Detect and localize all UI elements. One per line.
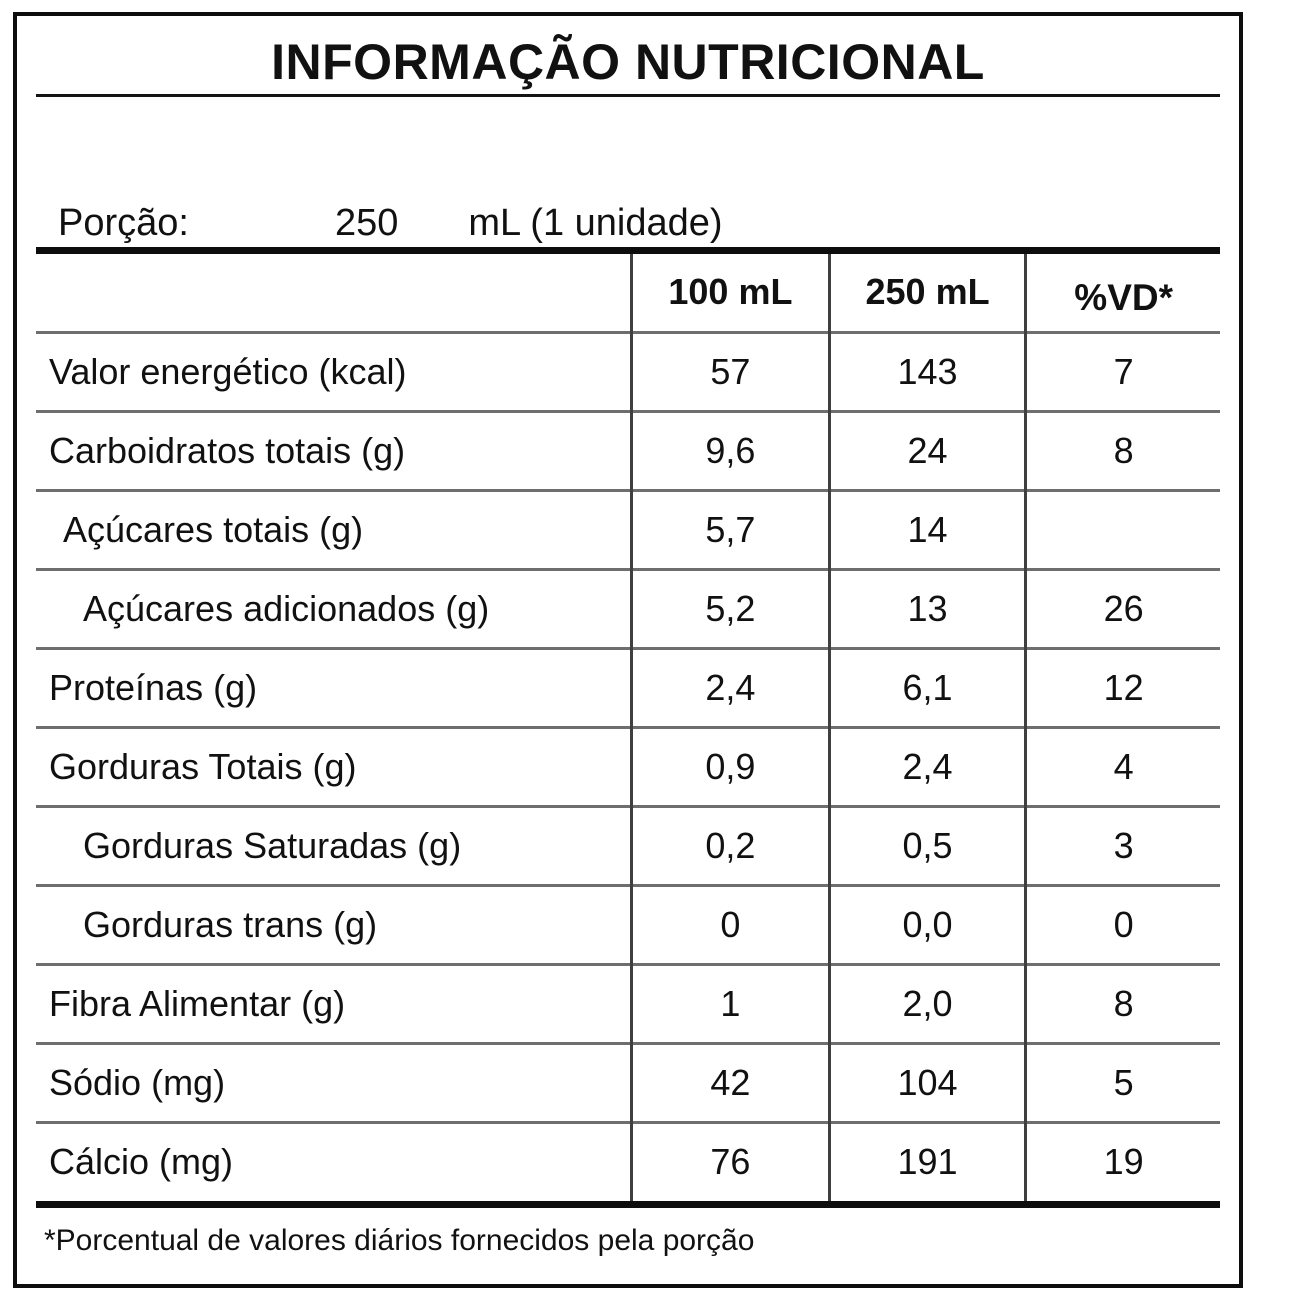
table-row: Proteínas (g) 2,4 6,1 12 bbox=[36, 646, 1220, 727]
value-vd-cell: 7 bbox=[1024, 330, 1220, 411]
nutrient-name-cell: Proteínas (g) bbox=[36, 646, 632, 727]
value-100ml-cell: 42 bbox=[630, 1041, 830, 1122]
value-100ml-cell: 0,2 bbox=[630, 804, 830, 885]
serving-amount: 250 bbox=[334, 201, 399, 244]
table-row: Gorduras trans (g) 0 0,0 0 bbox=[36, 883, 1220, 964]
value-250ml-cell: 14 bbox=[827, 488, 1026, 569]
nutrient-name-cell: Fibra Alimentar (g) bbox=[36, 962, 632, 1043]
value-250ml-cell: 0,5 bbox=[827, 804, 1026, 885]
table-row: Açúcares adicionados (g) 5,2 13 26 bbox=[36, 567, 1220, 648]
value-100ml-cell: 2,4 bbox=[630, 646, 830, 727]
nutrient-name: Fibra Alimentar (g) bbox=[49, 982, 346, 1024]
nutrient-name: Gorduras trans (g) bbox=[83, 903, 378, 945]
nutrient-name-cell: Gorduras Totais (g) bbox=[36, 725, 632, 806]
value-250ml-cell: 2,4 bbox=[827, 725, 1026, 806]
label-title: INFORMAÇÃO NUTRICIONAL bbox=[271, 34, 985, 90]
nutrient-name-cell: Sódio (mg) bbox=[36, 1041, 632, 1122]
nutrient-name-cell: Valor energético (kcal) bbox=[36, 330, 632, 411]
value-250ml-cell: 143 bbox=[827, 330, 1026, 411]
value-vd-cell bbox=[1024, 488, 1220, 569]
nutrient-name-cell: Açúcares adicionados (g) bbox=[36, 567, 632, 648]
value-100ml-cell: 0 bbox=[630, 883, 830, 964]
header-100ml: 100 mL bbox=[630, 254, 830, 332]
nutrient-name: Carboidratos totais (g) bbox=[49, 429, 406, 471]
value-100ml-cell: 76 bbox=[630, 1120, 830, 1201]
footnote: *Porcentual de valores diários fornecido… bbox=[44, 1224, 755, 1257]
value-vd-cell: 3 bbox=[1024, 804, 1220, 885]
nutrient-name: Açúcares adicionados (g) bbox=[83, 587, 490, 629]
value-100ml-cell: 0,9 bbox=[630, 725, 830, 806]
serving-row: Porção: 250 mL (1 unidade) bbox=[36, 199, 1220, 247]
nutrient-name-cell: Gorduras trans (g) bbox=[36, 883, 632, 964]
value-250ml-cell: 13 bbox=[827, 567, 1026, 648]
header-vd: %VD* bbox=[1024, 254, 1220, 332]
table-body: 100 mL 250 mL %VD* Valor energético (kca… bbox=[36, 254, 1220, 1201]
value-250ml-cell: 6,1 bbox=[827, 646, 1026, 727]
value-250ml-cell: 104 bbox=[827, 1041, 1026, 1122]
serving-label: Porção: bbox=[58, 201, 189, 244]
value-vd-cell: 26 bbox=[1024, 567, 1220, 648]
nutrient-name: Gorduras Totais (g) bbox=[49, 745, 357, 787]
nutrient-name-cell: Gorduras Saturadas (g) bbox=[36, 804, 632, 885]
value-250ml-cell: 2,0 bbox=[827, 962, 1026, 1043]
table-row: Cálcio (mg) 76 191 19 bbox=[36, 1120, 1220, 1201]
value-vd-cell: 5 bbox=[1024, 1041, 1220, 1122]
table-row: Gorduras Totais (g) 0,9 2,4 4 bbox=[36, 725, 1220, 806]
table-row: Valor energético (kcal) 57 143 7 bbox=[36, 330, 1220, 411]
nutrient-name-cell: Açúcares totais (g) bbox=[36, 488, 632, 569]
value-100ml-cell: 1 bbox=[630, 962, 830, 1043]
table-bottom-rule bbox=[36, 1201, 1220, 1208]
value-100ml-cell: 9,6 bbox=[630, 409, 830, 490]
value-vd-cell: 8 bbox=[1024, 962, 1220, 1043]
value-100ml-cell: 57 bbox=[630, 330, 830, 411]
nutrition-label: INFORMAÇÃO NUTRICIONAL Porção: 250 mL (1… bbox=[13, 12, 1243, 1288]
nutrient-name: Gorduras Saturadas (g) bbox=[83, 824, 462, 866]
table-row: Gorduras Saturadas (g) 0,2 0,5 3 bbox=[36, 804, 1220, 885]
nutrient-name: Açúcares totais (g) bbox=[63, 508, 364, 550]
value-vd-cell: 0 bbox=[1024, 883, 1220, 964]
value-250ml-cell: 24 bbox=[827, 409, 1026, 490]
table-row: Sódio (mg) 42 104 5 bbox=[36, 1041, 1220, 1122]
table-row: Açúcares totais (g) 5,7 14 bbox=[36, 488, 1220, 569]
table-row: Fibra Alimentar (g) 1 2,0 8 bbox=[36, 962, 1220, 1043]
title-divider bbox=[36, 94, 1220, 97]
header-250ml: 250 mL bbox=[827, 254, 1026, 332]
nutrition-table: 100 mL 250 mL %VD* Valor energético (kca… bbox=[36, 254, 1220, 1201]
table-row: Carboidratos totais (g) 9,6 24 8 bbox=[36, 409, 1220, 490]
value-vd-cell: 12 bbox=[1024, 646, 1220, 727]
nutrient-name-cell: Cálcio (mg) bbox=[36, 1120, 632, 1201]
value-250ml-cell: 0,0 bbox=[827, 883, 1026, 964]
nutrient-name: Valor energético (kcal) bbox=[49, 350, 407, 392]
table-top-rule bbox=[36, 247, 1220, 254]
value-250ml-cell: 191 bbox=[827, 1120, 1026, 1201]
header-empty-cell bbox=[36, 254, 632, 332]
serving-unit: mL (1 unidade) bbox=[468, 201, 723, 244]
value-vd-cell: 19 bbox=[1024, 1120, 1220, 1201]
value-vd-cell: 4 bbox=[1024, 725, 1220, 806]
value-100ml-cell: 5,7 bbox=[630, 488, 830, 569]
nutrient-name: Cálcio (mg) bbox=[49, 1141, 234, 1183]
value-vd-cell: 8 bbox=[1024, 409, 1220, 490]
nutrient-name: Sódio (mg) bbox=[49, 1061, 226, 1103]
table-header-row: 100 mL 250 mL %VD* bbox=[36, 254, 1220, 332]
value-100ml-cell: 5,2 bbox=[630, 567, 830, 648]
nutrient-name-cell: Carboidratos totais (g) bbox=[36, 409, 632, 490]
nutrient-name: Proteínas (g) bbox=[49, 666, 258, 708]
